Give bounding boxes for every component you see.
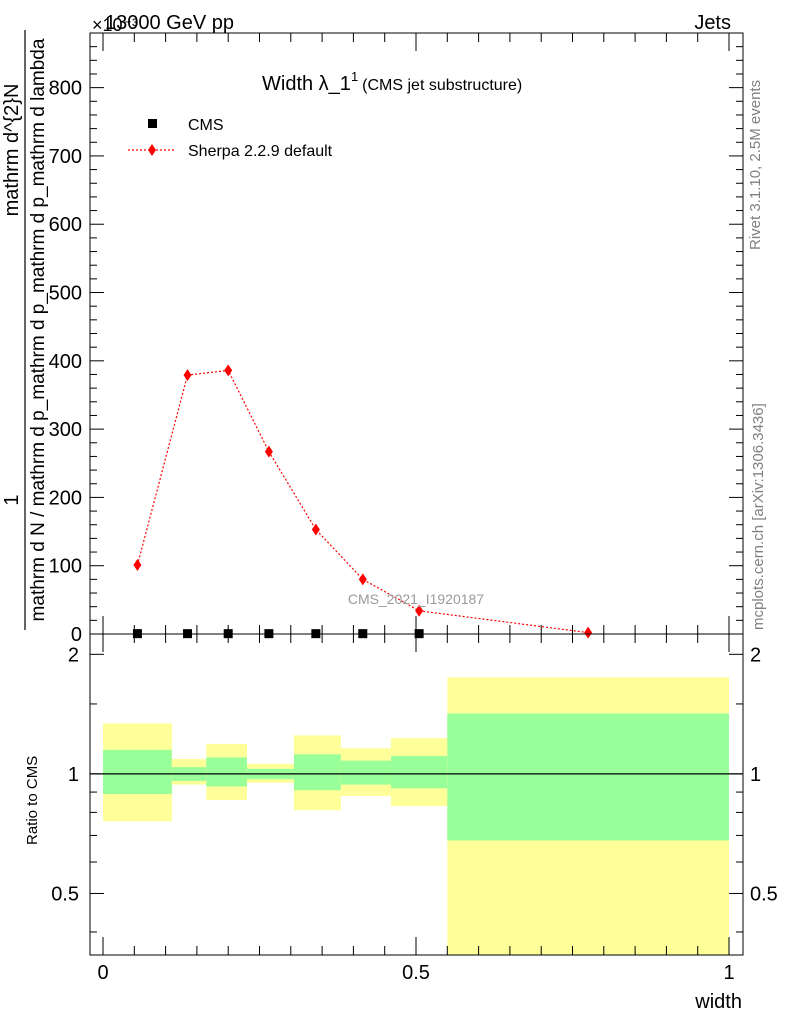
legend-cms-marker <box>148 119 157 128</box>
sherpa-point <box>415 604 424 617</box>
y-tick-label: 800 <box>49 78 82 100</box>
y-tick-label: 200 <box>49 487 82 509</box>
sherpa-point <box>183 369 192 382</box>
ratio-band-inner <box>206 757 247 787</box>
y-tick-label: 500 <box>49 283 82 305</box>
legend-cms-label: CMS <box>188 117 224 134</box>
main-x-ticks <box>102 33 730 634</box>
x-tick-label: 0.5 <box>402 962 430 984</box>
y-tick-label: 600 <box>49 214 82 236</box>
sherpa-point <box>264 445 273 458</box>
ratio-y-ticks: 0.5 0.5 1 1 2 2 <box>51 644 778 933</box>
ratio-y-label: Ratio to CMS <box>24 756 41 845</box>
sherpa-line <box>136 369 589 634</box>
ratio-band-inner <box>447 713 729 841</box>
x-tick-label: 1 <box>723 962 734 984</box>
side-label-mcplots: mcplots.cern.ch [arXiv:1306.3436] <box>750 403 767 630</box>
main-y-label: 1 mathrm d N / mathrm d p_mathrm d p_mat… <box>1 30 49 630</box>
ratio-y-tick-label-right: 1 <box>750 764 761 786</box>
ratio-band-inner <box>340 760 391 785</box>
side-label-rivet: Rivet 3.1.10, 2.5M events <box>747 80 764 250</box>
legend-sherpa-marker <box>148 144 156 156</box>
ratio-bands <box>90 677 743 955</box>
sherpa-point <box>584 626 593 639</box>
y-tick-label: 300 <box>49 419 82 441</box>
y-label-right: mathrm d^{2}N <box>1 84 23 217</box>
chart-title-sup: 1 <box>351 69 358 84</box>
ratio-y-tick-label-right: 0.5 <box>750 883 778 905</box>
ratio-band-inner <box>103 749 172 794</box>
ratio-plot-panel: 0.5 0.51 12 2 0 0.5 1 Ratio to CMS width <box>24 633 778 1013</box>
sherpa-point <box>224 364 233 377</box>
header-right: Jets <box>694 12 731 34</box>
header-left: 13000 GeV pp <box>105 12 234 34</box>
ratio-band-inner <box>390 755 448 789</box>
x-axis-label: width <box>694 991 742 1013</box>
header-exponent: ×10⁻³ <box>92 15 138 35</box>
sherpa-point <box>311 523 320 536</box>
y-label-numerator: 1 <box>1 494 23 505</box>
sherpa-point <box>133 559 142 572</box>
y-tick-label: 700 <box>49 146 82 168</box>
ratio-y-tick-label: 2 <box>68 644 79 666</box>
ratio-x-ticks: 0 0.5 1 <box>97 634 735 984</box>
ratio-y-tick-label: 0.5 <box>51 883 79 905</box>
chart-subtitle: (CMS jet substructure) <box>362 77 522 94</box>
x-tick-label: 0 <box>97 962 108 984</box>
y-tick-label: 100 <box>49 556 82 578</box>
ratio-y-tick-label: 1 <box>68 764 79 786</box>
legend-sherpa-label: Sherpa 2.2.9 default <box>188 143 333 160</box>
ratio-y-tick-label-right: 2 <box>750 644 761 666</box>
chart-title-main: Width λ_1 <box>262 73 351 95</box>
sherpa-point <box>358 573 367 586</box>
y-label-denominator: mathrm d N / mathrm d p_mathrm d p_mathr… <box>28 38 49 621</box>
legend: CMS Sherpa 2.2.9 default <box>128 117 333 160</box>
watermark: CMS_2021_I1920187 <box>348 591 484 607</box>
ratio-band-inner <box>293 754 341 791</box>
y-tick-label: 0 <box>71 624 82 646</box>
main-y-ticks: 0 100 200 300 400 500 600 700 800 <box>49 46 743 646</box>
y-tick-label: 400 <box>49 351 82 373</box>
chart-title: Width λ_11 (CMS jet substructure) <box>262 69 522 95</box>
